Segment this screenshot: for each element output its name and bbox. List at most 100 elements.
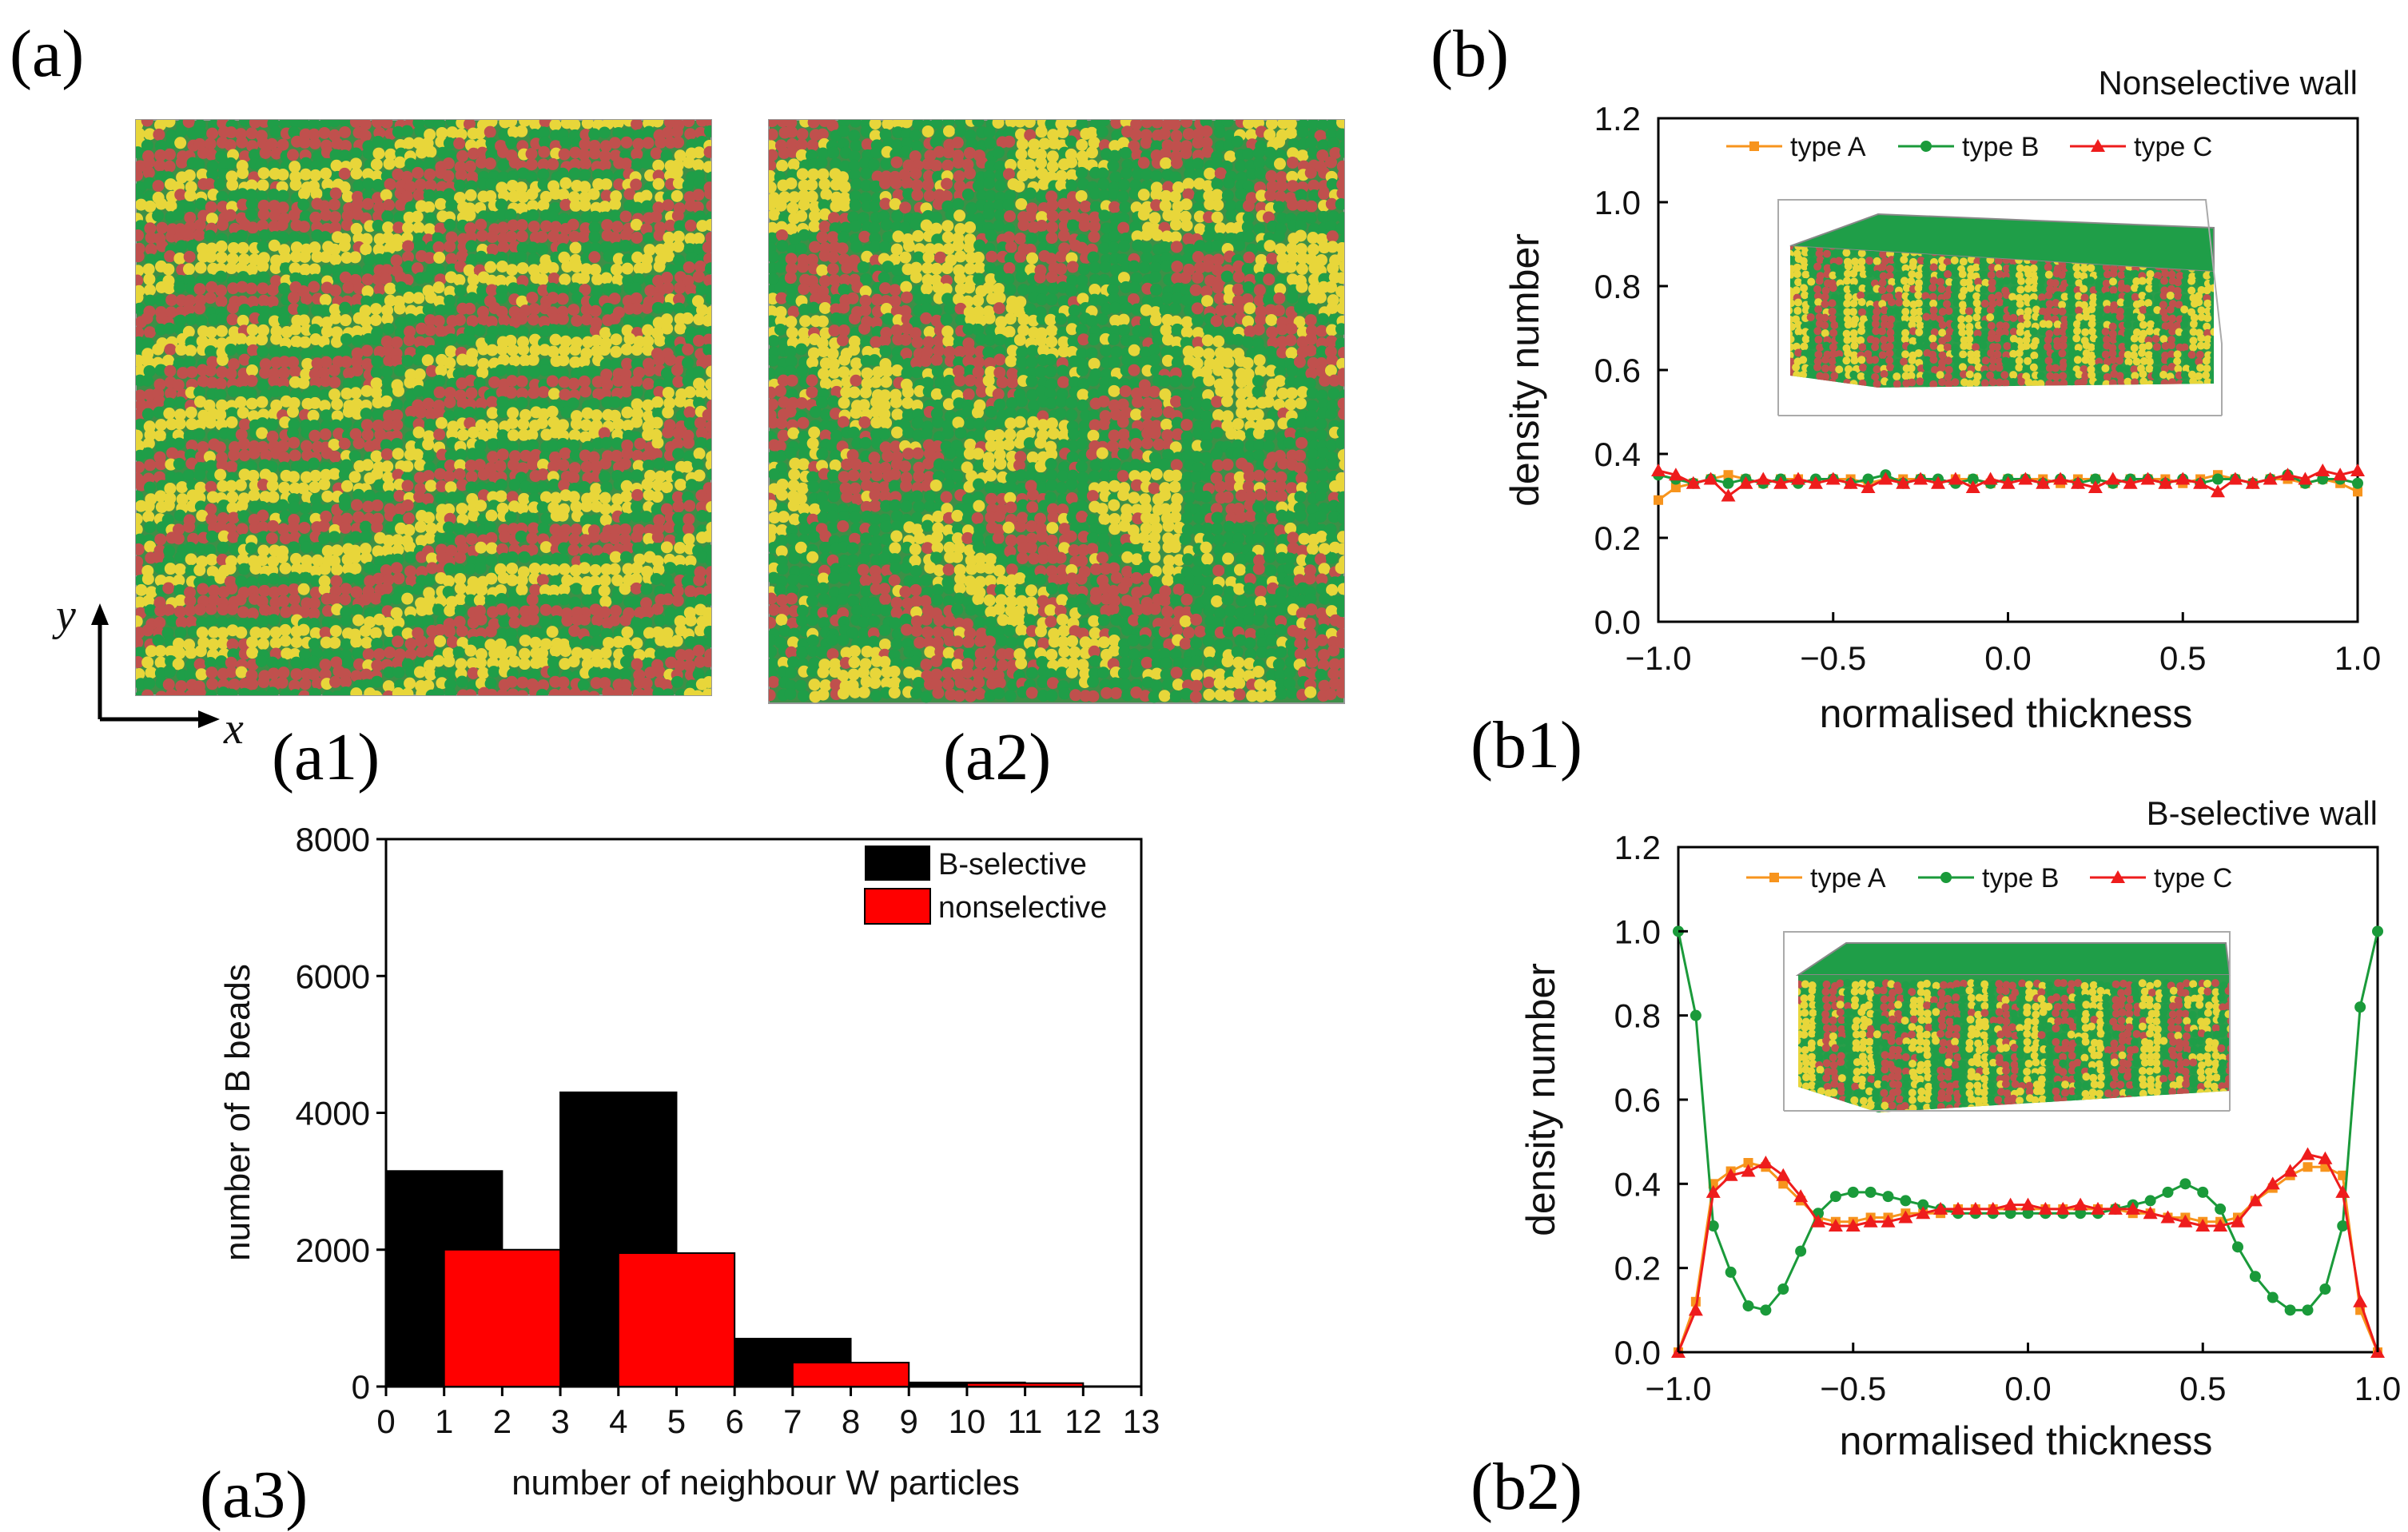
bead: [942, 146, 955, 159]
bead: [539, 555, 552, 567]
bead: [403, 523, 416, 536]
bead: [173, 356, 185, 369]
bead: [1168, 375, 1181, 388]
bead: [348, 551, 361, 564]
bead: [318, 400, 331, 412]
bead: [695, 594, 707, 607]
bead: [603, 249, 615, 262]
bead: [300, 541, 312, 554]
bead: [392, 534, 404, 547]
bead: [579, 157, 591, 170]
bead: [1192, 271, 1204, 284]
bead: [599, 658, 611, 670]
bead: [982, 208, 995, 221]
bead: [184, 595, 197, 607]
bead: [769, 198, 777, 211]
bead: [1108, 230, 1120, 243]
bead: [382, 480, 395, 493]
bead: [567, 377, 580, 390]
bead: [550, 575, 563, 587]
bead: [372, 210, 385, 223]
bead: [556, 292, 569, 305]
bead: [515, 284, 527, 296]
bead: [1180, 120, 1193, 128]
bead: [416, 551, 428, 563]
bead: [1295, 243, 1307, 256]
bead: [506, 440, 519, 453]
bead: [236, 281, 249, 293]
bead: [1338, 408, 1344, 420]
bead: [651, 479, 664, 491]
bead: [297, 221, 310, 233]
bead: [136, 429, 143, 442]
bead: [1108, 333, 1120, 346]
bead: [371, 169, 384, 182]
bead: [591, 409, 603, 422]
bead: [964, 374, 977, 387]
bead: [496, 208, 508, 221]
bead: [424, 145, 437, 158]
bead: [289, 531, 301, 544]
bead: [318, 532, 331, 545]
bead: [1242, 180, 1255, 193]
bead: [567, 543, 580, 556]
bead: [184, 294, 197, 307]
bead: [257, 676, 270, 689]
bead: [245, 179, 258, 192]
bead: [350, 499, 363, 511]
bead: [380, 395, 393, 408]
panel-label-b: (b): [1431, 17, 1509, 91]
bead: [185, 689, 197, 695]
bead: [1023, 120, 1036, 129]
bead: [818, 368, 830, 380]
bead: [706, 171, 711, 184]
bead: [577, 678, 590, 691]
bead: [891, 264, 904, 277]
bead: [1243, 230, 1256, 243]
bead: [1130, 408, 1143, 421]
bead: [982, 346, 995, 359]
bead: [1326, 324, 1339, 336]
bead: [257, 199, 270, 212]
bead: [568, 120, 581, 131]
bead: [630, 218, 643, 231]
bead: [892, 314, 905, 327]
bead: [473, 594, 486, 607]
bead: [550, 615, 563, 628]
bead: [175, 240, 188, 253]
bead: [382, 472, 395, 484]
bead: [404, 648, 417, 661]
bead: [703, 145, 711, 158]
bead: [382, 680, 395, 693]
bead: [785, 253, 798, 265]
bead: [172, 658, 185, 670]
snapshot-a1: [135, 119, 712, 696]
bead: [1214, 222, 1227, 235]
bead: [515, 181, 527, 194]
bead: [692, 159, 705, 172]
bead: [338, 240, 351, 253]
bead: [466, 171, 479, 184]
bead: [383, 157, 396, 170]
bead: [1137, 208, 1150, 221]
bead: [611, 263, 623, 276]
bead: [340, 686, 352, 695]
bead: [1161, 354, 1174, 367]
bead: [578, 148, 591, 161]
bead: [142, 356, 155, 368]
bead: [890, 243, 903, 256]
bead: [671, 166, 683, 179]
bead: [706, 365, 711, 378]
bead: [619, 667, 632, 680]
bead: [769, 368, 776, 380]
bead: [1045, 313, 1057, 326]
bead: [444, 604, 456, 617]
bead: [827, 251, 840, 264]
bead: [869, 240, 882, 253]
bead: [473, 324, 486, 336]
bead: [682, 375, 695, 388]
bead: [268, 605, 281, 618]
bead: [185, 336, 197, 348]
bead: [360, 520, 372, 533]
bead: [806, 190, 818, 203]
